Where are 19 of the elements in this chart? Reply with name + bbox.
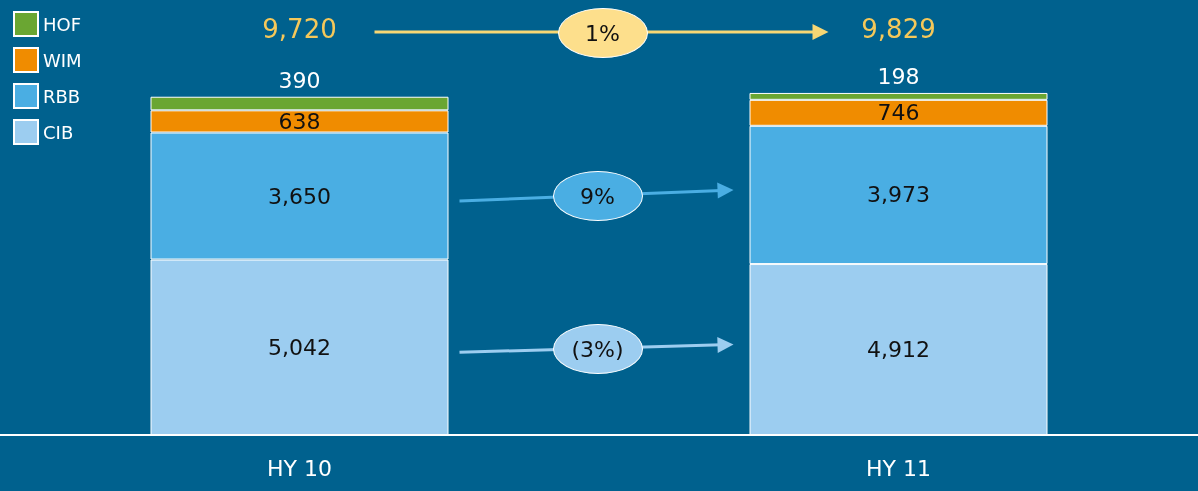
data-label: 746 bbox=[877, 100, 920, 126]
x-tick-label: HY 11 bbox=[866, 455, 931, 481]
data-label: 198 bbox=[877, 64, 920, 90]
data-label: 4,912 bbox=[867, 337, 930, 363]
text: 1% bbox=[557, 8, 648, 58]
total-label: 9,720 bbox=[261, 14, 338, 44]
data-label: 638 bbox=[278, 108, 321, 134]
data-label: 5,042 bbox=[268, 334, 331, 360]
annotation: 9% bbox=[552, 171, 643, 222]
data-label: 3,650 bbox=[268, 183, 331, 209]
data-label: 390 bbox=[278, 68, 321, 94]
legend-label: HOF bbox=[43, 13, 82, 35]
x-tick-label: HY 10 bbox=[267, 455, 332, 481]
data-label: 3,973 bbox=[867, 182, 930, 208]
legend-label: WIM bbox=[43, 49, 82, 71]
legend-label: RBB bbox=[43, 85, 81, 107]
legend-label: CIB bbox=[43, 121, 74, 143]
total-label: 9,829 bbox=[860, 14, 937, 44]
annotation: (3%) bbox=[552, 324, 643, 375]
